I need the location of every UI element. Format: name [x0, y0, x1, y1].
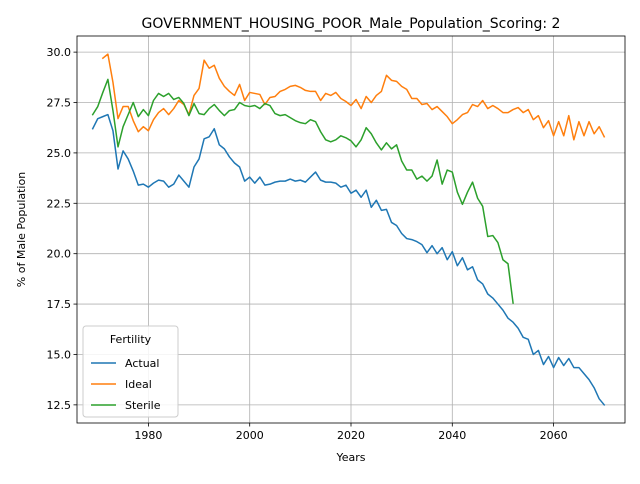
legend-entries: Actual Ideal Sterile [91, 357, 161, 412]
y-tick-label: 25.0 [47, 147, 72, 160]
axis-ticks: 1980 2000 2020 2040 2060 12.5 15.0 17.5 20.0 22.5… [47, 46, 568, 442]
x-axis-label: Years [335, 451, 365, 464]
y-tick-label: 27.5 [47, 97, 72, 110]
y-tick-label: 12.5 [47, 399, 72, 412]
legend-title: Fertility [110, 333, 152, 346]
legend: Fertility Actual Ideal Sterile [82, 325, 179, 418]
y-tick-label: 17.5 [47, 298, 72, 311]
series-line-actual [91, 113, 606, 406]
chart-title: GOVERNMENT_HOUSING_POOR_Male_Population_… [142, 16, 561, 32]
series-line-sterile [91, 78, 514, 304]
y-axis-label: % of Male Population [15, 172, 28, 287]
legend-label-ideal: Ideal [125, 378, 152, 391]
legend-box [82, 325, 179, 418]
x-tick-label: 2040 [438, 429, 466, 442]
grid [77, 36, 625, 423]
legend-label-actual: Actual [125, 357, 159, 370]
x-tick-label: 2060 [540, 429, 568, 442]
y-tick-label: 20.0 [47, 248, 72, 261]
legend-label-sterile: Sterile [125, 399, 161, 412]
y-tick-label: 22.5 [47, 197, 72, 210]
series-lines [91, 53, 606, 406]
x-tick-label: 1980 [134, 429, 162, 442]
y-tick-label: 15.0 [47, 348, 72, 361]
x-tick-label: 2020 [337, 429, 365, 442]
x-tick-label: 2000 [236, 429, 264, 442]
y-tick-label: 30.0 [47, 46, 72, 59]
